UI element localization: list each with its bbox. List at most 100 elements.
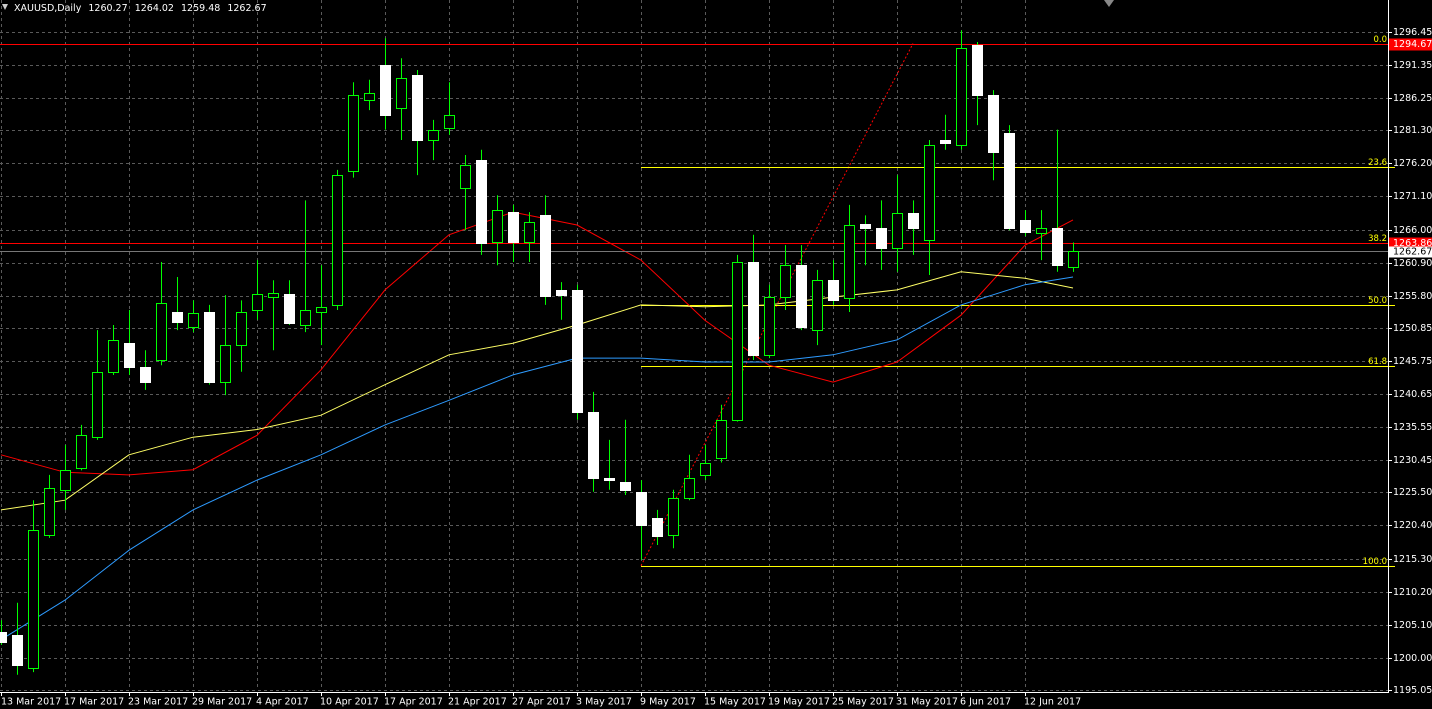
header-open: 1260.27 xyxy=(88,3,127,14)
y-tick-label: 1205.10 xyxy=(1393,620,1432,631)
y-tick-label: 1215.30 xyxy=(1393,554,1432,565)
candle-body xyxy=(924,145,935,241)
candle-body xyxy=(156,303,167,361)
candle-body xyxy=(1020,220,1031,233)
candle-body xyxy=(700,463,711,476)
x-tick-label: 10 Apr 2017 xyxy=(320,697,379,708)
x-tick-label: 6 Jun 2017 xyxy=(960,697,1011,708)
candle-body xyxy=(364,93,375,101)
price-box-label: 1263.86 xyxy=(1393,238,1432,249)
candle-body xyxy=(636,492,647,526)
candle-body xyxy=(172,312,183,323)
y-tick-label: 1271.10 xyxy=(1393,191,1432,202)
candle-body xyxy=(44,488,55,536)
candle-body xyxy=(12,635,23,666)
symbol: XAUUSD,Daily xyxy=(14,3,82,14)
current-price-box xyxy=(1389,246,1432,258)
x-tick-label: 21 Apr 2017 xyxy=(448,697,507,708)
x-tick-label: 31 May 2017 xyxy=(896,697,958,708)
x-tick-label: 23 Mar 2017 xyxy=(128,697,188,708)
header-close: 1262.67 xyxy=(227,3,266,14)
candle-body xyxy=(1036,228,1047,234)
x-tick-label: 17 Mar 2017 xyxy=(64,697,124,708)
grid xyxy=(0,0,1392,696)
candle-body xyxy=(940,140,951,144)
x-tick-label: 25 May 2017 xyxy=(832,697,894,708)
candle-body xyxy=(204,312,215,383)
candle-body xyxy=(956,48,967,146)
candle-body xyxy=(524,222,535,243)
candle-body xyxy=(588,412,599,479)
candle-body xyxy=(876,228,887,249)
candle-body xyxy=(396,78,407,109)
scroll-marker xyxy=(1104,0,1114,7)
y-tick-label: 1250.85 xyxy=(1393,323,1432,334)
y-tick-label: 1296.45 xyxy=(1393,27,1432,38)
candle-body xyxy=(300,310,311,326)
candle-body xyxy=(780,265,791,298)
candle-body xyxy=(540,215,551,297)
candle-body xyxy=(0,632,7,643)
y-tick-label: 1195.05 xyxy=(1393,685,1432,696)
candle-body xyxy=(604,478,615,481)
candle-body xyxy=(988,95,999,153)
price-box-label: 1294.67 xyxy=(1393,39,1432,50)
x-tick-label: 4 Apr 2017 xyxy=(256,697,309,708)
x-tick-label: 19 May 2017 xyxy=(768,697,830,708)
candle-body xyxy=(1004,133,1015,229)
y-tick-label: 1240.65 xyxy=(1393,389,1432,400)
candle-body xyxy=(252,294,263,311)
candle-body xyxy=(1068,251,1079,268)
y-tick-label: 1230.45 xyxy=(1393,455,1432,466)
candle-body xyxy=(748,262,759,356)
candle-body xyxy=(460,165,471,189)
candle-body xyxy=(684,478,695,499)
x-tick-label: 27 Apr 2017 xyxy=(512,697,571,708)
y-tick-label: 1286.25 xyxy=(1393,93,1432,104)
overlays xyxy=(0,43,1395,641)
y-tick-label: 1266.00 xyxy=(1393,225,1432,236)
candle-body xyxy=(1052,228,1063,266)
price-box xyxy=(1389,38,1432,51)
candle-body xyxy=(188,313,199,328)
fib-level-label: 23.6 xyxy=(1368,158,1387,168)
y-tick-label: 1245.75 xyxy=(1393,356,1432,367)
candle-body xyxy=(844,225,855,299)
fib-level-label: 100.0 xyxy=(1363,557,1387,567)
candle-body xyxy=(236,312,247,346)
candle-body xyxy=(668,498,679,536)
y-tick-label: 1281.30 xyxy=(1393,125,1432,136)
candle-body xyxy=(124,343,135,368)
y-tick-label: 1220.40 xyxy=(1393,520,1432,531)
candle-body xyxy=(316,307,327,313)
candle-body xyxy=(732,262,743,421)
candle-body xyxy=(348,95,359,172)
y-tick-label: 1276.20 xyxy=(1393,158,1432,169)
candle-body xyxy=(716,420,727,459)
y-tick-label: 1200.00 xyxy=(1393,653,1432,664)
candle-body xyxy=(140,367,151,383)
candle-body xyxy=(412,75,423,141)
candle-body xyxy=(892,213,903,249)
fib-level-label: 50.0 xyxy=(1368,296,1387,306)
candle-body xyxy=(908,213,919,229)
candle-body xyxy=(860,224,871,229)
labels: 1296.45 1291.35 1286.25 1281.30 1276.20 1271.… xyxy=(1,27,1432,708)
moving-average xyxy=(0,271,1074,511)
y-tick-label: 1291.35 xyxy=(1393,60,1432,71)
candle-body xyxy=(556,290,567,296)
candle-body xyxy=(492,210,503,243)
candle-body xyxy=(508,212,519,243)
candle-body xyxy=(828,280,839,301)
candle-body xyxy=(796,265,807,328)
y-tick-label: 1225.50 xyxy=(1393,487,1432,498)
candle-body xyxy=(572,290,583,413)
y-tick-label: 1255.80 xyxy=(1393,291,1432,302)
candle-body xyxy=(284,294,295,324)
candle-body xyxy=(380,65,391,116)
candle-body xyxy=(652,518,663,537)
x-tick-label: 17 Apr 2017 xyxy=(384,697,443,708)
candle-body xyxy=(476,160,487,244)
